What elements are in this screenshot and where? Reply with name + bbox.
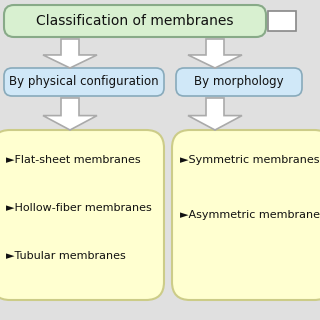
Text: Classification of membranes: Classification of membranes [36,14,234,28]
FancyBboxPatch shape [4,5,266,37]
Polygon shape [43,39,97,68]
Text: By physical configuration: By physical configuration [9,76,159,89]
Text: ►Asymmetric membranes: ►Asymmetric membranes [180,210,320,220]
FancyBboxPatch shape [268,11,296,31]
FancyBboxPatch shape [172,130,320,300]
Polygon shape [188,98,242,130]
FancyBboxPatch shape [176,68,302,96]
FancyBboxPatch shape [0,130,164,300]
Text: ►Hollow-fiber membranes: ►Hollow-fiber membranes [6,203,152,213]
Text: ►Flat-sheet membranes: ►Flat-sheet membranes [6,155,140,165]
Polygon shape [188,39,242,68]
FancyBboxPatch shape [4,68,164,96]
Text: ►Symmetric membranes: ►Symmetric membranes [180,155,319,165]
Text: By morphology: By morphology [194,76,284,89]
Text: ►Tubular membranes: ►Tubular membranes [6,251,126,261]
Polygon shape [43,98,97,130]
